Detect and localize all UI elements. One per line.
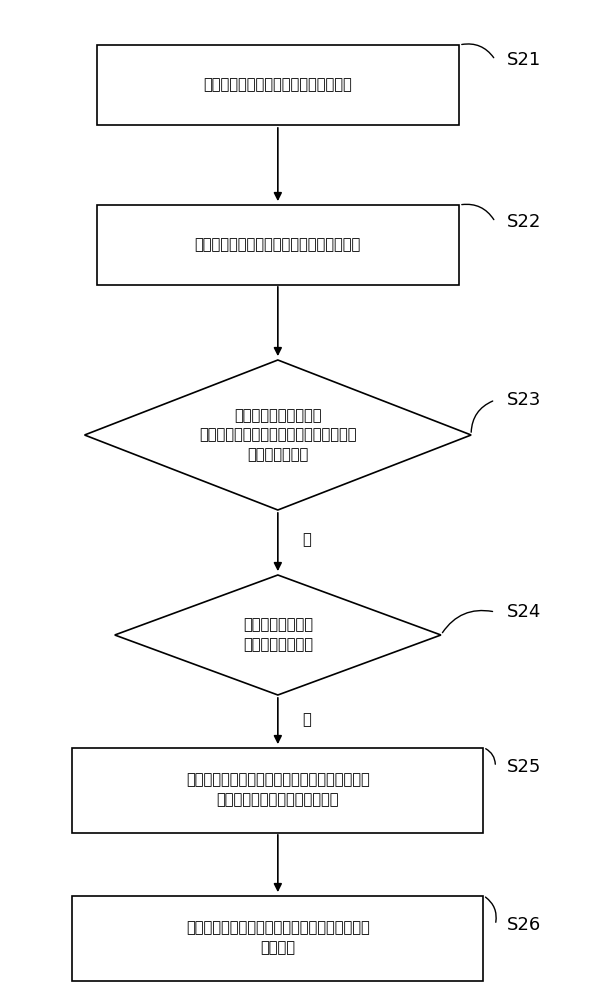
- Text: S22: S22: [507, 213, 542, 231]
- Text: S24: S24: [507, 603, 542, 621]
- Text: 获取模块获取患者的放射治疗计划文件: 获取模块获取患者的放射治疗计划文件: [204, 78, 352, 93]
- Text: 判断立体定向放射
治疗文件是否完整: 判断立体定向放射 治疗文件是否完整: [243, 618, 313, 652]
- Text: 是: 是: [302, 712, 310, 728]
- Text: S25: S25: [507, 758, 542, 776]
- Text: 是: 是: [302, 532, 310, 548]
- FancyBboxPatch shape: [97, 205, 459, 285]
- FancyBboxPatch shape: [97, 45, 459, 125]
- Text: S23: S23: [507, 391, 542, 409]
- Text: 确定模块根据参数值确定立体定向放射治疗计划
的优劣性: 确定模块根据参数值确定立体定向放射治疗计划 的优劣性: [186, 921, 370, 955]
- FancyBboxPatch shape: [72, 896, 483, 980]
- Polygon shape: [85, 360, 471, 510]
- Polygon shape: [115, 575, 441, 695]
- Text: S21: S21: [507, 51, 542, 69]
- Text: 判断模块获取放射治疗计划文件的单次剂量: 判断模块获取放射治疗计划文件的单次剂量: [194, 237, 361, 252]
- Text: 判断模块根据单次剂量
确定放射治疗计划文件是否为立体定向放
射治疗计划文件: 判断模块根据单次剂量 确定放射治疗计划文件是否为立体定向放 射治疗计划文件: [199, 408, 356, 462]
- Text: 处理模块对放射治疗计划文件进行处理以得到与
目标靶区计划评估相关的参数值: 处理模块对放射治疗计划文件进行处理以得到与 目标靶区计划评估相关的参数值: [186, 773, 370, 807]
- Text: S26: S26: [507, 916, 542, 934]
- FancyBboxPatch shape: [72, 748, 483, 832]
